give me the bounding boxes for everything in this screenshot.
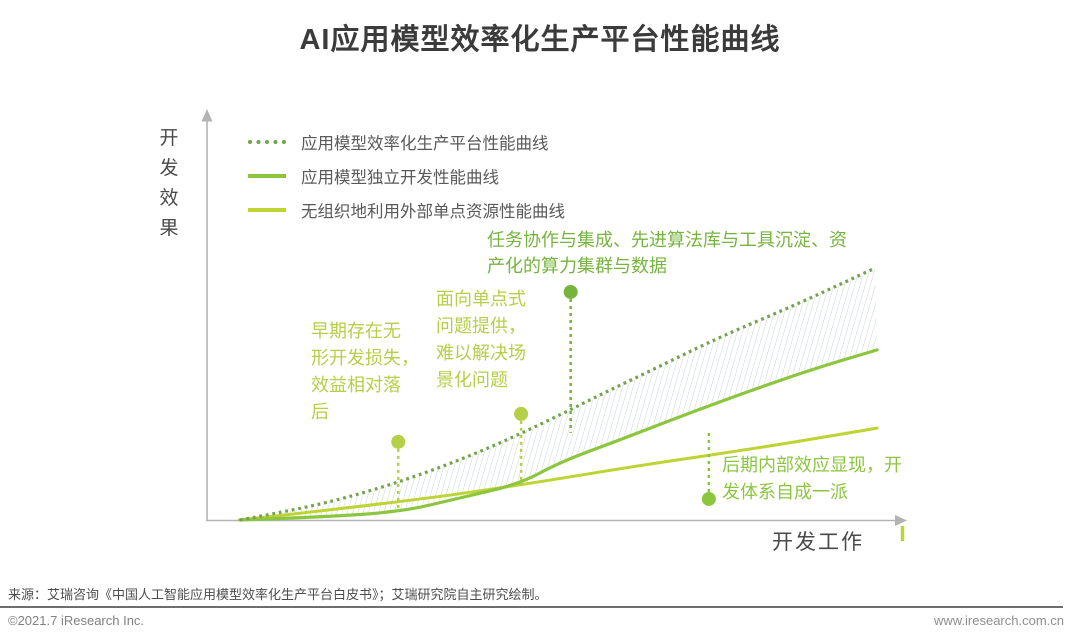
copyright-text: ©2021.7 iResearch Inc. [8,613,144,628]
legend-swatch-dotted-line [248,140,286,144]
footer-divider [0,606,1063,608]
legend-label: 无组织地利用外部单点资源性能曲线 [301,198,565,222]
legend-item: 应用模型效率化生产平台性能曲线 [248,130,565,154]
website-url: www.iresearch.com.cn [934,613,1064,628]
annotation-platform-capabilities: 任务协作与集成、先进算法库与工具沉淀、资 产化的算力集群与数据 [487,227,847,279]
annotation-dot [702,492,716,506]
annotation-dot [391,435,405,449]
legend-label: 应用模型独立开发性能曲线 [301,164,499,188]
source-note: 来源：艾瑞咨询《中国人工智能应用模型效率化生产平台白皮书》；艾瑞研究院自主研究绘… [8,584,548,603]
legend-item: 应用模型独立开发性能曲线 [248,164,565,188]
annotation-late-internal-effect: 后期内部效应显现，开 发体系自成一派 [722,452,902,506]
page: AI应用模型效率化生产平台性能曲线 开 发 效 果 开发工作 应用模型效率化生产… [0,0,1080,641]
annotation-dot [514,407,528,421]
y-axis-arrow-icon [202,109,213,122]
annotation-dot [564,285,578,299]
legend: 应用模型效率化生产平台性能曲线应用模型独立开发性能曲线无组织地利用外部单点资源性… [248,130,565,232]
annotation-single-point-problem: 面向单点式 问题提供， 难以解决场 景化问题 [436,286,526,394]
x-axis-label: 开发工作 [772,526,864,556]
legend-swatch-solid-line [248,174,286,178]
legend-item: 无组织地利用外部单点资源性能曲线 [248,198,565,222]
y-axis-label: 开 发 效 果 [158,124,180,244]
annotation-early-loss: 早期存在无 形开发损失， 效益相对落 后 [311,318,419,426]
legend-swatch-solid-line [248,208,286,212]
x-axis-arrow-icon [895,515,907,526]
legend-label: 应用模型效率化生产平台性能曲线 [301,130,549,154]
performance-chart [0,0,1080,641]
